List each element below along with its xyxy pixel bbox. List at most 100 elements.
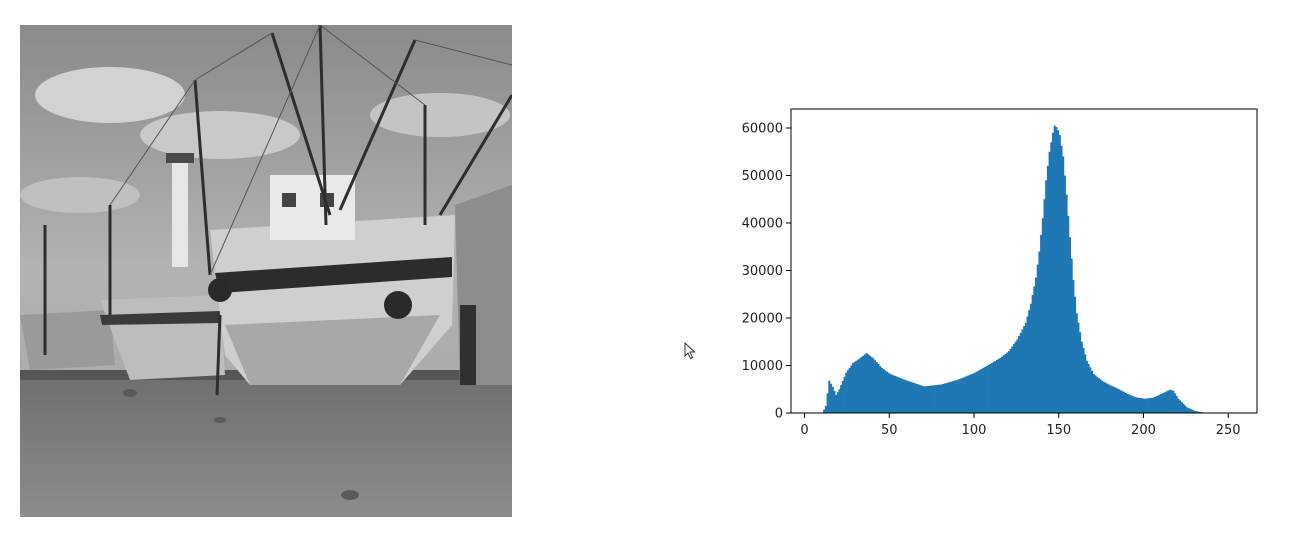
histogram-bar (963, 376, 966, 413)
histogram-bar (1062, 156, 1065, 413)
histogram-bar (833, 390, 836, 413)
histogram-bar (1124, 393, 1127, 413)
histogram-bar (1187, 408, 1190, 413)
histogram-bar (1006, 352, 1009, 413)
histogram-bar (879, 365, 882, 413)
histogram-bar (1085, 360, 1088, 413)
histogram-bar (1194, 411, 1197, 413)
x-axis: 0 50 100 150 200 250 (800, 413, 1241, 438)
histogram-bar (1136, 397, 1139, 413)
histogram-bar (1082, 348, 1085, 413)
histogram-bar (921, 385, 924, 413)
y-tick-label: 10000 (742, 359, 783, 374)
histogram-bar (1019, 332, 1022, 413)
histogram-bar (1158, 394, 1161, 413)
histogram-bar (1118, 389, 1121, 413)
histogram-bar (1114, 387, 1117, 413)
histogram-bar (1111, 386, 1114, 413)
histogram-bar (904, 380, 907, 413)
histogram-bar (858, 358, 861, 414)
histogram-bar (845, 372, 848, 414)
histogram-bar (911, 382, 914, 413)
histogram-bar (1009, 348, 1012, 414)
histogram-bars (823, 125, 1212, 414)
histogram-bar (857, 359, 860, 413)
histogram-bar (1038, 251, 1041, 413)
histogram-bar (1177, 398, 1180, 413)
histogram-bar (1002, 355, 1005, 413)
histogram-bar (945, 383, 948, 413)
histogram-bar (1033, 286, 1036, 413)
histogram-bar (982, 367, 985, 414)
histogram-bar (1075, 313, 1078, 413)
histogram-bar (1106, 383, 1109, 413)
histogram-bar (1072, 280, 1075, 413)
y-axis: 0 10000 20000 30000 40000 50000 60000 (742, 122, 791, 422)
histogram-bar (1167, 390, 1170, 413)
histogram-bar (897, 377, 900, 414)
histogram-bar (1162, 393, 1165, 413)
histogram-bar (1067, 215, 1070, 414)
histogram-bar (916, 384, 919, 413)
histogram-bar (1058, 135, 1061, 414)
x-tick-label: 0 (800, 423, 808, 438)
histogram-bar (1107, 384, 1110, 413)
histogram-bar (853, 361, 856, 413)
histogram-bar (823, 409, 826, 413)
histogram-bar (870, 357, 873, 413)
histogram-bar (862, 355, 865, 413)
histogram-bar (923, 386, 926, 413)
histogram-bar (841, 380, 844, 413)
y-tick-label: 50000 (742, 169, 783, 184)
histogram-bar (1063, 175, 1066, 413)
histogram-bar (1196, 411, 1199, 413)
histogram-bar (928, 385, 931, 413)
histogram-bar (1157, 395, 1160, 413)
histogram-bar (931, 385, 934, 413)
histogram-bar (882, 369, 885, 413)
histogram-bar (918, 384, 921, 413)
histogram-bar (865, 353, 868, 413)
histogram-bar (946, 382, 949, 413)
histogram-bar (1097, 378, 1100, 413)
histogram-bar (967, 375, 970, 413)
histogram-bar (1040, 234, 1043, 414)
histogram-bar (992, 362, 995, 413)
histogram-bar (975, 371, 978, 413)
histogram-bar (1101, 380, 1104, 413)
histogram-bar (1014, 341, 1017, 413)
histogram-bar (1060, 145, 1063, 413)
histogram-bar (968, 374, 972, 413)
histogram-bar (855, 360, 858, 413)
histogram-bar (926, 386, 929, 413)
histogram-bar (1099, 379, 1102, 413)
histogram-bar (874, 360, 877, 413)
histogram-bar (913, 382, 916, 413)
histogram-bar (1192, 410, 1195, 413)
histogram-bar (1109, 385, 1112, 413)
histogram-bar (907, 381, 911, 413)
histogram-bar (1012, 344, 1016, 414)
histogram-bar (877, 364, 880, 413)
x-tick-label: 150 (1046, 423, 1071, 438)
histogram-bar (1148, 398, 1151, 413)
photo-boats-icon (20, 25, 512, 517)
histogram-bar (996, 359, 999, 413)
histogram-bar (1126, 394, 1129, 413)
histogram-bar (1119, 390, 1122, 413)
histogram-bar (824, 405, 827, 414)
histogram-bar (987, 365, 990, 413)
histogram-bar (1028, 310, 1031, 413)
histogram-bar (1001, 356, 1004, 413)
histogram-bar (914, 383, 917, 413)
histogram-bar (1070, 258, 1073, 414)
histogram-bar (1179, 400, 1182, 413)
histogram-bar (929, 385, 933, 413)
histogram-bar (938, 384, 941, 413)
histogram-bar (1089, 367, 1092, 413)
histogram-bar (884, 370, 887, 413)
histogram-bar (840, 385, 843, 413)
histogram-bar (868, 355, 872, 413)
histogram-bar (1145, 398, 1148, 413)
